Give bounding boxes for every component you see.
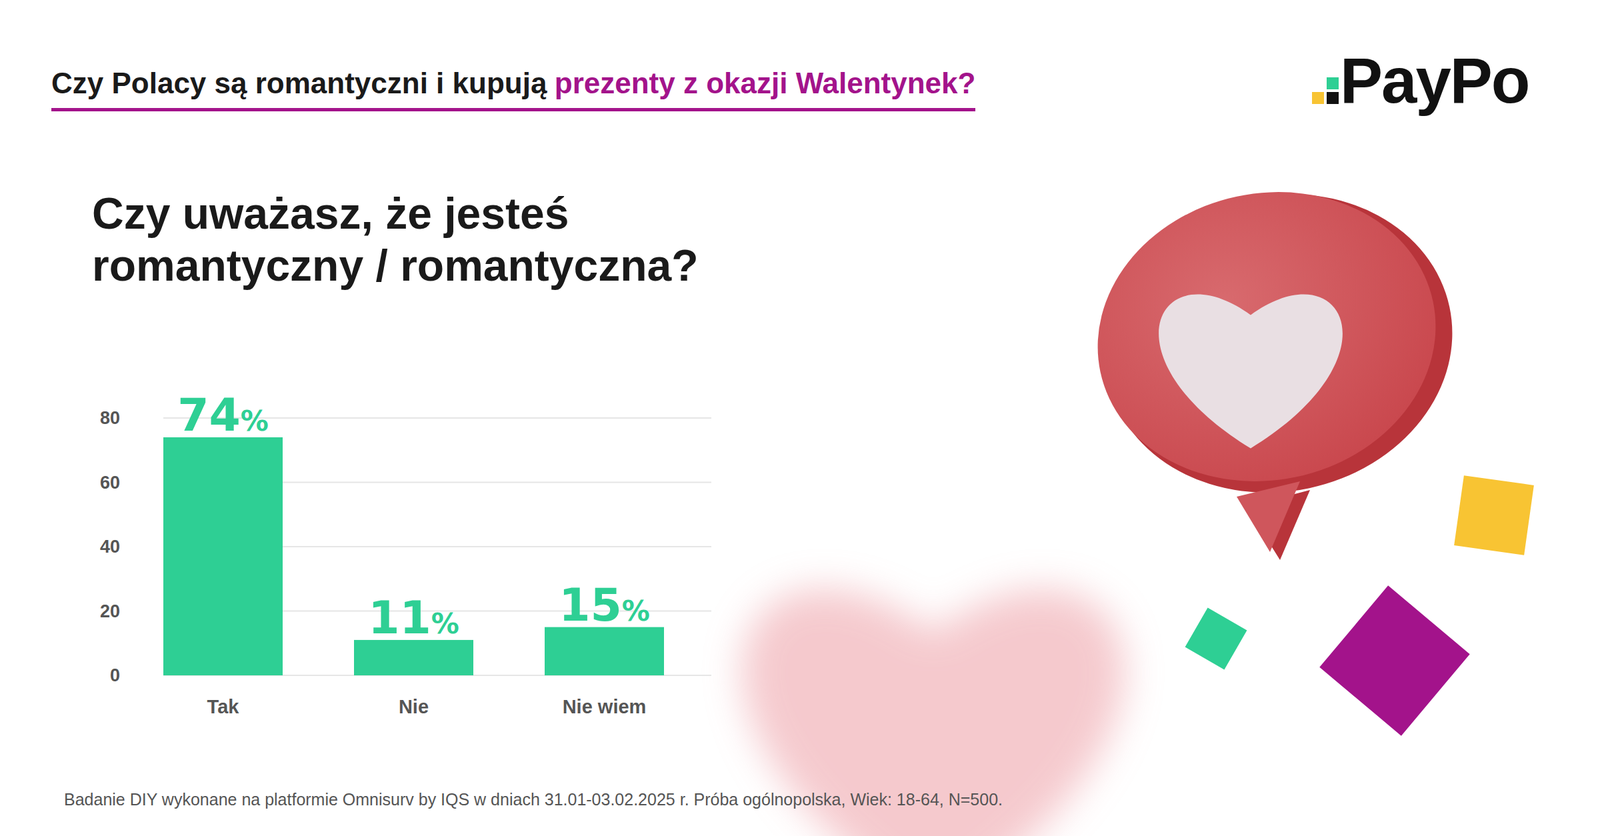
- header-title: Czy Polacy są romantyczni i kupują: [51, 66, 547, 100]
- category-label: Nie wiem: [562, 696, 647, 718]
- bars: [163, 437, 664, 676]
- source-note: Badanie DIY wykonane na platformie Omnis…: [64, 790, 1003, 810]
- chart: 0 20 40 60 80 Tak 74% Nie 11% Nie wiem 15%: [0, 0, 1600, 836]
- tick-label: 40: [100, 536, 120, 557]
- chart-title: Czy uważasz, że jesteś romantyczny / rom…: [92, 188, 799, 292]
- yellow-square: [1454, 475, 1534, 556]
- logo-square: [1326, 77, 1339, 90]
- tick-label: 60: [100, 472, 120, 493]
- purple-square: [1319, 585, 1470, 736]
- tick-label: 80: [100, 408, 120, 428]
- tick-label: 20: [100, 601, 120, 622]
- bar: [354, 640, 474, 676]
- category-label: Nie: [398, 696, 429, 718]
- tick-label: 0: [110, 665, 120, 686]
- data-label: 74%: [177, 388, 269, 442]
- data-label: 15%: [558, 578, 650, 632]
- logo-square: [1326, 92, 1339, 104]
- bar: [163, 437, 283, 676]
- data-label: 11%: [368, 591, 460, 644]
- grid: [163, 418, 712, 676]
- green-square: [1185, 608, 1248, 670]
- header: Czy Polacy są romantyczni i kupująprezen…: [51, 66, 976, 112]
- category-label: Tak: [207, 696, 240, 718]
- header-highlight: prezenty z okazji Walentynek?: [554, 66, 976, 100]
- heart-bubble: [1070, 161, 1481, 560]
- logo-square: [1312, 92, 1324, 104]
- bar: [544, 627, 664, 676]
- logo: PayPo: [1340, 44, 1529, 118]
